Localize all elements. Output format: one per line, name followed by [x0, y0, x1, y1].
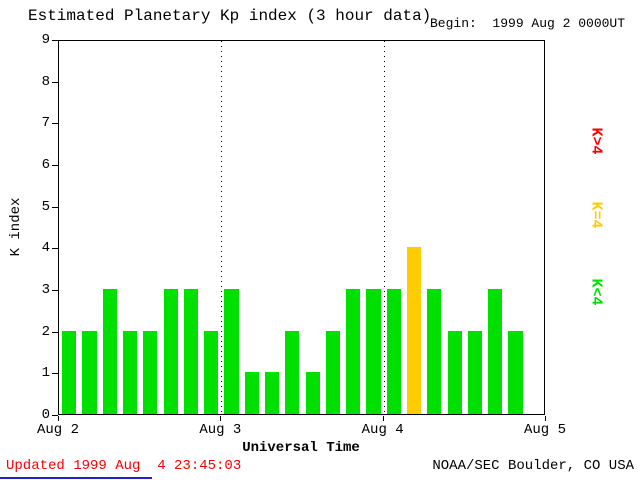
y-tick	[52, 81, 58, 83]
y-tick-label: 2	[41, 323, 50, 340]
legend-k-below-4: K<4	[587, 278, 605, 306]
y-tick	[52, 331, 58, 333]
x-tick-label: Aug 3	[199, 422, 242, 438]
y-tick-label: 1	[41, 365, 50, 382]
kp-bar	[407, 247, 422, 414]
y-tick-label: 3	[41, 282, 50, 298]
x-tick-label: Aug 4	[361, 422, 404, 438]
kp-bar	[264, 372, 280, 414]
y-tick	[52, 248, 58, 250]
kp-bar	[224, 289, 239, 414]
day-gridline	[383, 41, 385, 414]
y-tick	[52, 123, 58, 125]
x-tick	[382, 416, 384, 421]
kp-bar	[143, 330, 158, 414]
y-tick	[52, 206, 58, 208]
kp-bar	[305, 372, 320, 414]
x-tick	[220, 416, 222, 421]
y-tick	[52, 165, 58, 166]
kp-bar	[467, 330, 483, 414]
kp-bar	[244, 372, 259, 414]
kp-bar	[204, 330, 219, 414]
updated-timestamp: Updated 1999 Aug 4 23:45:03	[6, 458, 242, 474]
y-tick	[52, 40, 58, 41]
y-tick-label: 6	[41, 157, 50, 173]
y-tick-label: 8	[41, 73, 50, 90]
y-tick-label: 0	[41, 407, 50, 423]
kp-bar	[488, 289, 503, 414]
kp-bar	[508, 330, 523, 414]
kp-bar	[346, 289, 361, 414]
kp-bar	[386, 289, 401, 414]
x-tick	[58, 416, 59, 421]
kp-bar	[285, 330, 300, 414]
kp-bar	[183, 289, 198, 414]
y-tick	[52, 373, 58, 375]
x-axis-label: Universal Time	[242, 440, 360, 456]
chart-title: Estimated Planetary Kp index (3 hour dat…	[28, 7, 432, 25]
kp-bar	[102, 289, 117, 414]
legend-k-above-4: K>4	[587, 127, 605, 155]
y-tick-label: 7	[41, 115, 50, 132]
kp-bar	[122, 330, 138, 414]
kp-bar	[62, 330, 77, 414]
y-tick-label: 4	[41, 240, 50, 257]
y-axis-label: K index	[8, 197, 24, 257]
kp-bar	[82, 330, 97, 414]
x-tick-label: Aug 2	[36, 422, 79, 438]
kp-bar	[325, 330, 341, 414]
x-tick-label: Aug 5	[523, 422, 566, 438]
begin-label: Begin: 1999 Aug 2 0000UT	[430, 16, 626, 31]
kp-bar	[427, 289, 442, 414]
x-tick	[545, 416, 546, 421]
y-tick-label: 9	[41, 32, 50, 48]
legend-k-equal-4: K=4	[587, 201, 605, 229]
credit-text: NOAA/SEC Boulder, CO USA	[432, 458, 634, 474]
y-tick-label: 5	[41, 198, 50, 215]
kp-bar	[447, 330, 462, 414]
y-tick	[52, 415, 58, 416]
kp-bar	[366, 289, 381, 414]
y-tick	[52, 290, 58, 291]
kp-bar	[163, 289, 178, 414]
plot-area	[58, 40, 545, 415]
footer-divider-line	[0, 477, 152, 479]
day-gridline	[221, 41, 223, 414]
